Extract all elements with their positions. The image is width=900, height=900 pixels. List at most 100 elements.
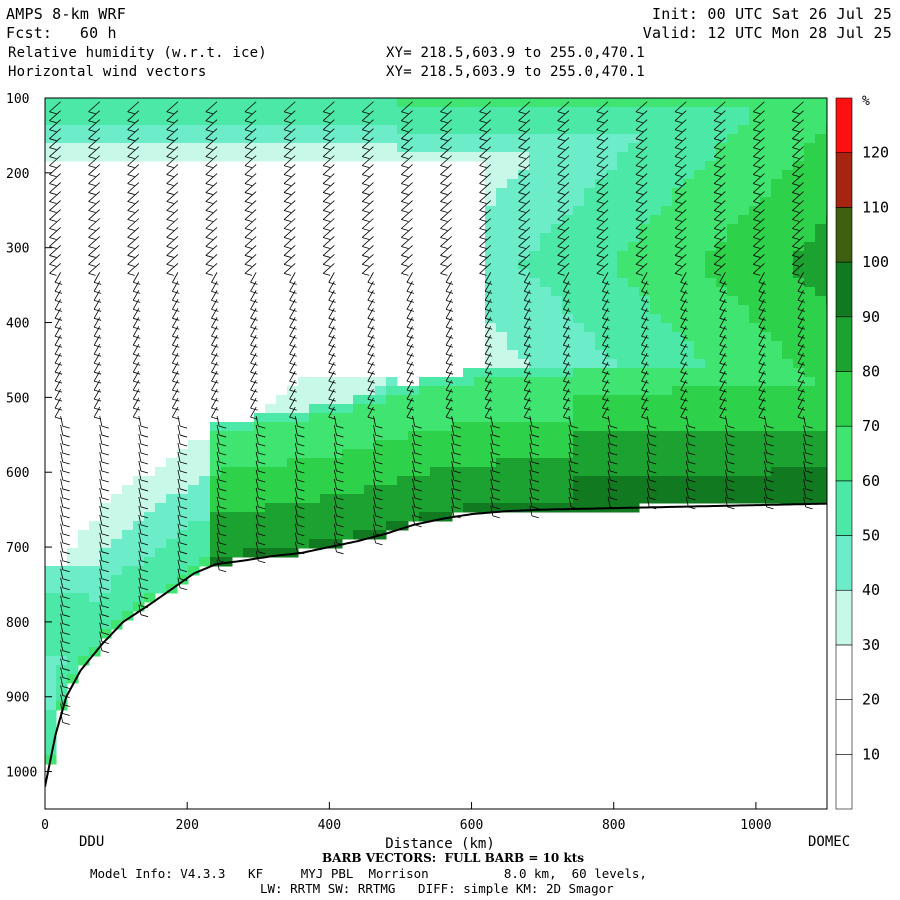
rh-cell xyxy=(573,143,585,153)
wind-barb xyxy=(361,146,374,160)
rh-cell xyxy=(672,314,684,324)
rh-cell xyxy=(122,575,134,585)
rh-cell xyxy=(617,296,629,306)
rh-cell xyxy=(628,152,640,162)
wind-barb xyxy=(166,119,179,133)
rh-cell xyxy=(540,404,552,414)
rh-cell xyxy=(628,485,640,495)
wind-barb xyxy=(60,451,70,465)
wind-barb xyxy=(764,442,774,456)
wind-barb xyxy=(166,191,179,204)
wind-barb xyxy=(484,344,493,357)
xy-range-rh: XY= 218.5,603.9 to 255.0,470.1 xyxy=(386,45,645,61)
rh-cell xyxy=(804,116,816,126)
rh-cell xyxy=(661,323,673,333)
wind-barb xyxy=(60,433,70,447)
wind-barb xyxy=(60,685,70,698)
rh-cell xyxy=(716,251,728,261)
wind-barb xyxy=(562,361,571,375)
wind-barb xyxy=(244,101,257,115)
rh-cell xyxy=(507,503,519,513)
colorbar-bin xyxy=(835,589,853,646)
wind-barb xyxy=(250,388,258,402)
rh-cell xyxy=(683,161,695,171)
wind-barb xyxy=(445,317,454,330)
rh-cell xyxy=(309,431,321,441)
rh-cell xyxy=(221,548,233,558)
wind-barb xyxy=(440,173,452,186)
wind-barb xyxy=(93,397,102,411)
rh-cell xyxy=(617,98,629,108)
rh-cell xyxy=(595,215,607,225)
rh-cell xyxy=(529,215,541,225)
rh-cell xyxy=(705,458,717,468)
rh-cell xyxy=(254,143,266,153)
rh-cell xyxy=(133,125,145,135)
rh-cell xyxy=(782,242,794,252)
wind-barb xyxy=(88,236,101,249)
wind-barb xyxy=(803,424,813,438)
rh-cell xyxy=(584,359,596,369)
rh-cell xyxy=(771,224,783,234)
rh-cell xyxy=(254,134,266,144)
rh-cell xyxy=(177,152,189,162)
rh-cell xyxy=(419,431,431,441)
wind-barb xyxy=(88,182,101,195)
rh-cell xyxy=(386,125,398,135)
wind-barb xyxy=(132,397,141,411)
rh-cell xyxy=(595,116,607,126)
rh-cell xyxy=(111,611,123,621)
rh-cell xyxy=(111,494,123,504)
rh-cell xyxy=(661,440,673,450)
rh-cell xyxy=(782,377,794,387)
rh-cell xyxy=(628,323,640,333)
wind-barb xyxy=(445,353,454,366)
wind-barb xyxy=(54,335,63,348)
rh-cell xyxy=(485,197,497,207)
wind-barb xyxy=(451,442,461,456)
rh-cell xyxy=(782,476,794,486)
wind-barb xyxy=(557,173,570,186)
rh-cell xyxy=(606,395,618,405)
rh-cell xyxy=(683,458,695,468)
wind-barb xyxy=(132,272,141,285)
wind-barb xyxy=(177,550,188,564)
rh-cell xyxy=(573,251,585,261)
wind-barb xyxy=(680,335,688,348)
rh-cell xyxy=(89,521,101,531)
rh-cell xyxy=(705,305,717,315)
rh-cell xyxy=(155,539,167,549)
rh-cell xyxy=(661,152,673,162)
rh-cell xyxy=(628,467,640,477)
rh-cell xyxy=(518,440,530,450)
rh-cell xyxy=(276,413,288,423)
rh-cell xyxy=(672,431,684,441)
wind-barb xyxy=(752,236,765,249)
rh-cell xyxy=(419,395,431,405)
rh-cell xyxy=(551,440,563,450)
rh-cell xyxy=(221,539,233,549)
rh-cell xyxy=(518,458,530,468)
wind-barb xyxy=(60,469,70,483)
wind-barb xyxy=(54,326,63,339)
wind-barb xyxy=(289,308,297,321)
rh-cell xyxy=(507,386,519,396)
rh-cell xyxy=(397,395,409,405)
wind-barb xyxy=(713,164,726,177)
plot-frame xyxy=(44,97,828,810)
wind-barb xyxy=(367,344,375,357)
wind-barb xyxy=(138,478,149,492)
wind-barb xyxy=(93,317,102,330)
rh-cell xyxy=(166,521,178,531)
rh-cell xyxy=(584,422,596,432)
rh-cell xyxy=(727,134,739,144)
rh-cell xyxy=(782,116,794,126)
wind-barb xyxy=(713,245,726,258)
rh-cell xyxy=(738,224,750,234)
wind-barb xyxy=(211,370,219,384)
wind-barb xyxy=(367,281,375,294)
wind-barb xyxy=(518,236,531,249)
rh-cell xyxy=(683,404,695,414)
rh-cell xyxy=(782,359,794,369)
rh-cell xyxy=(584,197,596,207)
